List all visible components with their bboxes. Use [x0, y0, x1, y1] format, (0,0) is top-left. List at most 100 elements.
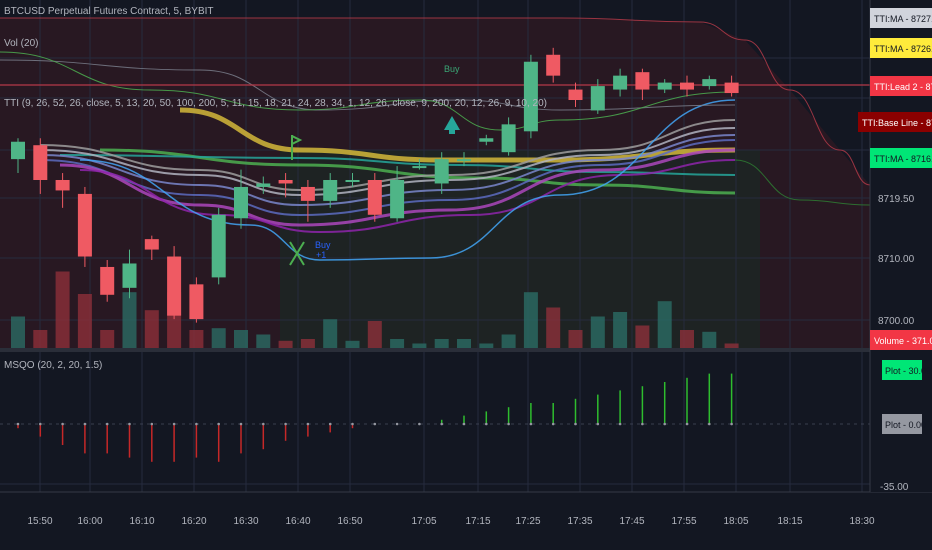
msqo-dot: [574, 422, 577, 426]
price-tag-text: TTI:MA - 8726.61: [874, 44, 932, 54]
candle-body: [568, 89, 583, 100]
time-tick-label: 15:50: [27, 516, 52, 527]
volume-bar: [211, 328, 226, 348]
buy-label-lower: Buy: [315, 240, 331, 250]
price-axis-tag: TTI:Base Line - 8722.25: [858, 112, 932, 132]
time-tick-label: 17:35: [567, 516, 592, 527]
candle-body: [122, 263, 137, 288]
ma-line: [59, 148, 736, 227]
candle-body: [724, 82, 739, 94]
time-tick-label: 17:55: [671, 516, 696, 527]
msqo-dot: [485, 422, 488, 426]
volume-bar: [501, 334, 516, 348]
msqo-histogram: [16, 373, 733, 462]
msqo-dot: [328, 422, 332, 426]
msqo-study-label[interactable]: MSQO (20, 2, 20, 1.5): [4, 360, 102, 371]
price-axis-ticks: 8719.50 8710.00 8700.00: [878, 194, 915, 327]
msqo-tag-text: Plot - 0.00: [885, 420, 926, 430]
price-tag-text: TTI:MA - 8716.70: [874, 154, 932, 164]
msqo-dot: [551, 422, 555, 426]
msqo-dot: [373, 422, 377, 426]
volume-bar: [33, 330, 48, 348]
candle-body: [100, 266, 115, 295]
candle-body: [144, 239, 159, 250]
time-tick-label: 16:30: [233, 516, 258, 527]
msqo-axis-tag: Plot - 0.00: [882, 414, 926, 434]
price-tick-label: 8710.00: [878, 254, 915, 265]
ma-line: [734, 159, 871, 206]
price-tag-text: Volume - 371.081K: [874, 336, 932, 346]
price-tag-bg: [870, 148, 932, 168]
candle-body: [457, 159, 471, 162]
msqo-dot: [128, 422, 131, 426]
candle-body: [590, 86, 605, 111]
volume-bar: [367, 321, 382, 348]
msqo-dot: [39, 422, 42, 426]
cross-x-icon: [289, 241, 305, 266]
msqo-dot: [262, 422, 265, 426]
time-tick-label: 17:15: [465, 516, 490, 527]
volume-bar: [278, 340, 293, 348]
msqo-dot: [462, 422, 466, 426]
candle-body: [11, 141, 25, 160]
volume-bar: [234, 330, 248, 348]
candle-body: [189, 284, 204, 320]
msqo-pane-bg: [0, 352, 870, 492]
volume-bar: [568, 330, 583, 348]
price-tag-bg: [870, 8, 932, 28]
volume-bar: [657, 301, 672, 348]
tti-study-label[interactable]: TTI (9, 26, 52, 26, close, 5, 13, 20, 50…: [4, 98, 547, 109]
volume-bar: [635, 325, 650, 348]
price-tick-label: 8700.00: [878, 316, 915, 327]
msqo-grid: [0, 352, 870, 492]
time-tick-label: 16:40: [285, 516, 310, 527]
candle-body: [167, 256, 182, 316]
chart-title: BTCUSD Perpetual Futures Contract, 5, BY…: [4, 6, 214, 17]
msqo-tag-text: Plot - 30.09: [885, 366, 931, 376]
candle-body: [434, 159, 449, 184]
volume-bar: [300, 339, 315, 348]
msqo-tag-bg: [882, 414, 922, 434]
pane-separator[interactable]: [0, 348, 932, 352]
candle-body: [211, 214, 226, 278]
buy-label-top: Buy: [444, 64, 460, 74]
ma-line: [39, 134, 736, 207]
volume-bar: [702, 331, 717, 348]
time-tick-label: 17:05: [411, 516, 436, 527]
msqo-dot: [16, 422, 20, 426]
volume-bar: [144, 310, 159, 348]
time-tick-label: 17:45: [619, 516, 644, 527]
msqo-dot: [730, 422, 733, 426]
price-tag-bg: [858, 112, 932, 132]
msqo-dot: [306, 422, 310, 426]
ma-line: [0, 17, 871, 186]
ma-line: [39, 119, 736, 192]
time-axis-bg[interactable]: [0, 492, 932, 550]
msqo-dot: [507, 422, 510, 426]
volume-study-label[interactable]: Vol (20): [4, 38, 38, 49]
msqo-dot: [217, 422, 220, 426]
ma-line: [99, 148, 736, 195]
volume-bar: [457, 339, 471, 348]
volume-bar: [546, 307, 561, 348]
flag-icon: [291, 135, 303, 160]
buy-signal-top: Buy: [444, 64, 460, 134]
msqo-dot: [239, 422, 243, 426]
candle-body: [77, 193, 92, 257]
volume-bar: [680, 330, 694, 348]
candle-body: [256, 183, 271, 187]
price-axis-tag: TTI:Lead 2 - 8722.25: [870, 76, 932, 96]
ma-line: [0, 51, 736, 131]
volume-bar: [479, 343, 494, 348]
msqo-dot: [351, 422, 354, 426]
candle-body: [323, 180, 338, 201]
msqo-axis-tag: Plot - 30.09: [882, 360, 931, 380]
price-axis-tag: TTI:MA - 8726.61: [870, 38, 932, 58]
buy-signal-lower: Buy +1: [289, 135, 331, 266]
time-tick-label: 16:20: [181, 516, 206, 527]
time-tick-label: 18:30: [849, 516, 874, 527]
candle-body: [412, 166, 427, 169]
time-tick-label: 16:10: [129, 516, 154, 527]
time-axis-ticks: 15:50 16:00 16:10 16:20 16:30 16:40 16:50 17:05…: [27, 516, 874, 527]
